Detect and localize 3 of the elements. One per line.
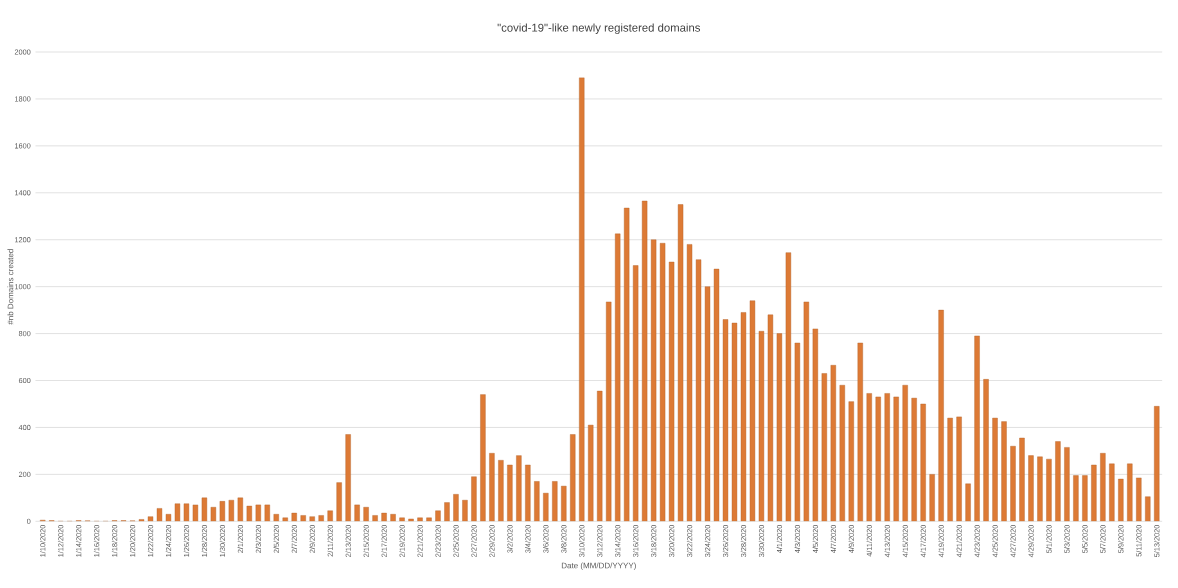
x-axis-title: Date (MM/DD/YYYY) xyxy=(561,562,636,570)
chart-title: "covid-19"-like newly registered domains xyxy=(497,23,701,34)
y-axis-title: #nb Domains created xyxy=(7,249,14,325)
